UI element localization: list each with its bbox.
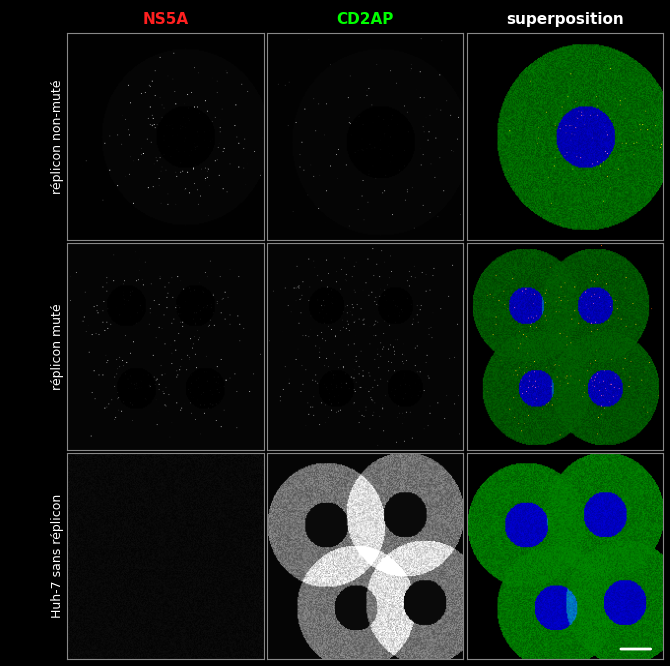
- Text: NS5A: NS5A: [142, 13, 188, 27]
- Text: CD2AP: CD2AP: [336, 13, 394, 27]
- Text: Huh-7 sans réplicon: Huh-7 sans réplicon: [51, 494, 64, 618]
- Text: réplicon muté: réplicon muté: [51, 303, 64, 390]
- Text: superposition: superposition: [506, 13, 624, 27]
- Text: réplicon non-muté: réplicon non-muté: [51, 79, 64, 194]
